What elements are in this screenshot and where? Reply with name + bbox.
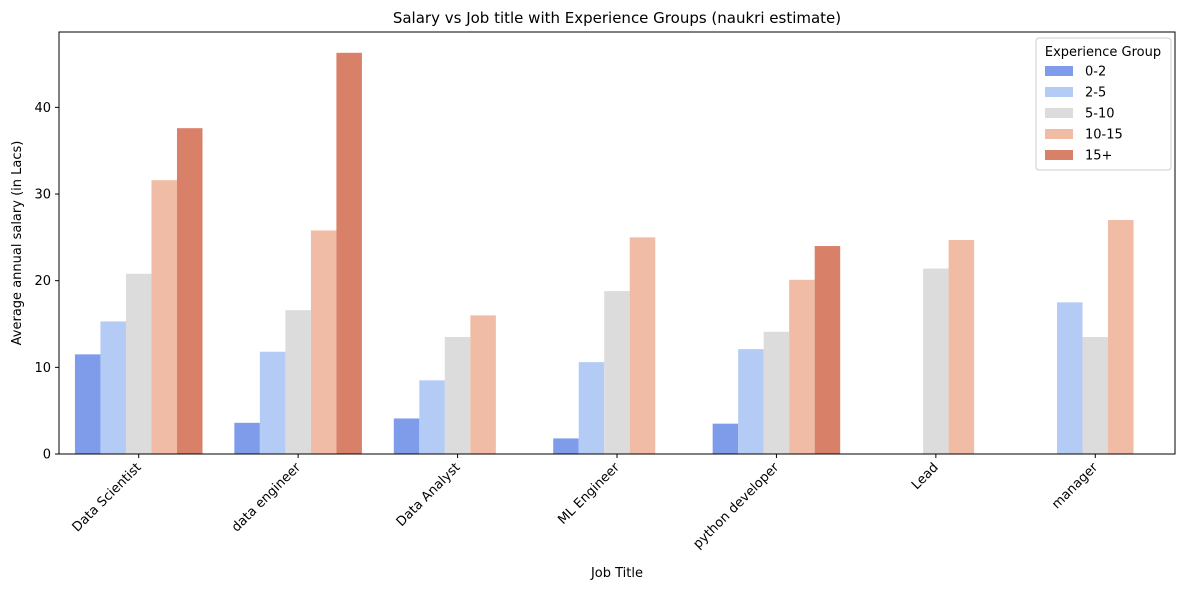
y-tick-label: 40 [34, 101, 51, 116]
bar [629, 237, 656, 454]
bar [738, 349, 764, 454]
bar [553, 438, 579, 454]
bar [419, 380, 445, 454]
bar [125, 273, 152, 454]
y-axis-ticks: 0 10 20 30 40 [34, 101, 59, 463]
x-tick-label: manager [1049, 460, 1101, 512]
bar [336, 52, 362, 455]
bar [712, 423, 739, 454]
bar [578, 362, 605, 454]
bar [789, 279, 815, 454]
bar [285, 310, 311, 454]
bar [948, 239, 975, 454]
bar [1057, 302, 1083, 454]
bar [814, 246, 841, 454]
bar [923, 268, 949, 454]
x-tick-label: ML Engineer [555, 460, 623, 528]
bar [176, 128, 203, 454]
bar [1082, 337, 1109, 454]
bar [234, 422, 260, 454]
plot-frame [58, 31, 1176, 455]
legend-label: 10-15 [1085, 128, 1123, 143]
legend-items: 0-2 2-5 5-10 10-15 15+ [1045, 65, 1123, 164]
legend-swatch [1045, 150, 1073, 160]
y-tick-label: 20 [34, 274, 51, 289]
x-tick-label: Data Scientist [70, 460, 145, 535]
x-tick-label: Data Analyst [394, 460, 464, 530]
legend-title: Experience Group [1045, 45, 1161, 60]
bar [763, 331, 790, 454]
bar [100, 321, 126, 454]
legend-swatch [1045, 108, 1073, 118]
x-axis-ticks: Data Scientist data engineer Data Analyst M… [70, 454, 1102, 552]
legend-label: 5-10 [1085, 107, 1115, 122]
x-tick-label: python developer [691, 460, 783, 552]
bar [151, 180, 177, 454]
bar [470, 315, 496, 454]
legend: Experience Group 0-2 2-5 5-10 10-15 15+ [1035, 37, 1172, 171]
bar [444, 337, 471, 454]
bars-group [74, 52, 1134, 455]
y-tick-label: 0 [43, 448, 51, 463]
x-tick-label: Lead [909, 460, 942, 493]
legend-swatch [1045, 129, 1073, 139]
bar [1108, 220, 1134, 454]
legend-swatch [1045, 66, 1073, 76]
x-axis-label: Job Title [590, 566, 643, 581]
x-tick-label: data engineer [229, 460, 304, 535]
legend-swatch [1045, 87, 1073, 97]
bar [74, 354, 101, 454]
bar [604, 291, 630, 454]
legend-label: 2-5 [1085, 86, 1106, 101]
y-tick-label: 30 [34, 188, 51, 203]
legend-label: 0-2 [1085, 65, 1106, 80]
bar [259, 351, 286, 454]
chart-title: Salary vs Job title with Experience Grou… [393, 9, 841, 27]
bar [393, 418, 420, 454]
bar [310, 230, 337, 454]
y-axis-label: Average annual salary (in Lacs) [10, 141, 25, 346]
y-tick-label: 10 [34, 361, 51, 376]
legend-label: 15+ [1085, 149, 1112, 164]
